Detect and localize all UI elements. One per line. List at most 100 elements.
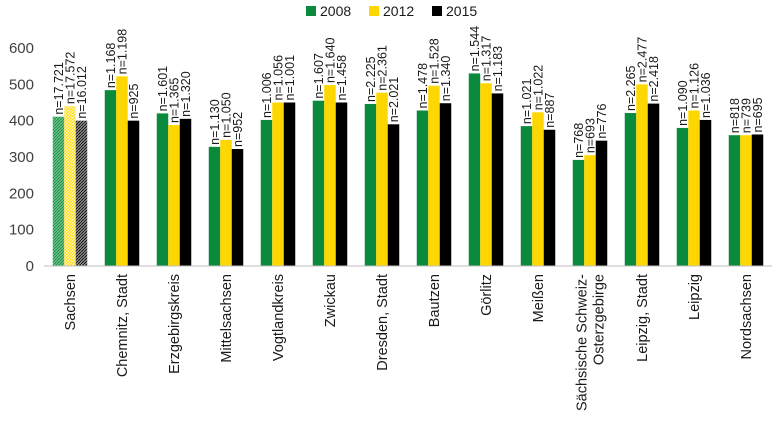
bar-2015 (179, 118, 192, 266)
chart-legend: 2008 2012 2015 (306, 3, 477, 19)
sample-size-label: n=2.477 (636, 37, 650, 83)
sample-size-label: n=1.528 (428, 38, 442, 84)
sample-size-label: n=1.320 (179, 71, 193, 117)
bar-2008 (468, 73, 481, 266)
bar-2015 (699, 119, 712, 266)
sample-size-label: n=17.721 (52, 62, 66, 115)
sample-size-label: n=1.183 (491, 46, 505, 92)
legend-label: 2012 (383, 3, 414, 19)
bar-2012 (324, 85, 336, 266)
x-category-label: Vogtlandkreis (271, 274, 287, 361)
bar-2015 (127, 120, 140, 267)
bar-2012 (168, 125, 180, 266)
sample-size-label: n=1.126 (688, 63, 702, 109)
sample-size-label: n=1.022 (532, 65, 546, 111)
sample-size-label: n=695 (751, 97, 765, 132)
sample-size-label: n=1.090 (676, 80, 690, 126)
x-category-label: Dresden, Stadt (375, 274, 391, 371)
bar-2015 (439, 103, 452, 266)
y-tick-label: 0 (26, 258, 34, 275)
sample-size-label: n=1.056 (272, 55, 286, 101)
x-category-label: Zwickau (323, 274, 339, 327)
sample-size-label: n=1.458 (335, 55, 349, 101)
bar-2008 (572, 159, 585, 266)
y-tick-label: 600 (9, 40, 34, 57)
sample-size-label: n=2.361 (376, 45, 390, 91)
sample-size-label: n=818 (728, 98, 742, 133)
legend-swatch-2015 (432, 6, 442, 16)
bar-2008 (624, 113, 637, 266)
x-category-label: Sächsische Schweiz- (575, 274, 591, 411)
y-tick-label: 500 (9, 76, 34, 93)
bar-2015 (231, 149, 244, 266)
bar-2012 (428, 85, 440, 266)
x-category-label: Sachsen (63, 274, 79, 330)
sample-size-label: n=1.607 (312, 53, 326, 99)
sample-size-label: n=776 (595, 103, 609, 138)
bar-2015 (283, 102, 296, 266)
bar-2008 (416, 110, 429, 266)
sample-size-label: n=739 (740, 98, 754, 133)
bar-2015 (387, 124, 400, 266)
sample-size-label: n=1.036 (699, 72, 713, 118)
x-category-label: Osterzgebirge (592, 274, 608, 365)
sample-size-label: n=768 (572, 123, 586, 158)
x-category-label: Nordsachsen (739, 274, 755, 359)
bar-2008 (156, 113, 169, 267)
bar-2015 (647, 103, 660, 266)
sample-size-label: n=2.021 (387, 77, 401, 123)
legend-swatch-2008 (306, 6, 316, 16)
x-category-label: Erzgebirgskreis (167, 274, 183, 374)
sample-size-label: n=1.317 (480, 36, 494, 82)
bar-2012 (272, 102, 284, 266)
x-category-label: Leipzig, Stadt (635, 274, 651, 362)
y-axis: 0 100 200 300 400 500 600 (9, 40, 34, 275)
bar-2015 (595, 140, 608, 266)
sample-size-label: n=1.001 (283, 55, 297, 101)
y-tick-label: 400 (9, 113, 34, 130)
sample-size-label: n=2.225 (364, 56, 378, 102)
bar-2008 (312, 100, 325, 266)
bar-2008 (208, 146, 221, 266)
y-tick-label: 100 (9, 222, 34, 239)
sample-size-label: n=1.198 (116, 29, 130, 75)
sample-size-label: n=1.168 (104, 43, 118, 89)
sample-size-label: n=1.544 (468, 26, 482, 72)
sample-size-label: n=2.265 (624, 65, 638, 111)
bar-2008 (364, 103, 377, 266)
sample-size-label: n=2.418 (647, 56, 661, 102)
bar-2008 (728, 135, 741, 266)
bar-2008 (104, 90, 117, 266)
bar-2008 (520, 126, 533, 266)
bar-2012 (584, 155, 596, 266)
x-axis: Sachsen Chemnitz, Stadt Erzgebirgskreis Mit… (44, 265, 772, 411)
x-category-label: Chemnitz, Stadt (115, 274, 131, 377)
bar-2012 (740, 135, 752, 266)
bar-2012 (376, 92, 388, 266)
bar-2015 (75, 120, 88, 267)
bar-2012 (220, 139, 232, 266)
bar-2015 (543, 129, 556, 266)
legend-swatch-2012 (369, 6, 379, 16)
x-category-label: Görlitz (479, 274, 495, 316)
bar-2012 (116, 76, 128, 266)
sample-size-label: n=1.021 (520, 79, 534, 125)
bar-2012 (532, 112, 544, 266)
sample-size-label: n=1.340 (439, 56, 453, 102)
bar-2015 (335, 102, 348, 266)
bar-2008 (52, 116, 65, 266)
sample-size-label: n=1.006 (260, 72, 274, 118)
sample-size-label: n=1.601 (156, 66, 170, 112)
x-category-label: Leipzig (687, 274, 703, 320)
x-category-label: Mittelsachsen (219, 274, 235, 363)
sample-size-label: n=1.050 (220, 92, 234, 138)
sample-size-label: n=952 (231, 112, 245, 147)
bar-2008 (676, 127, 689, 266)
sample-size-label: n=1.130 (208, 99, 222, 145)
sample-size-label: n=887 (543, 93, 557, 128)
sample-size-label: n=1.365 (168, 77, 182, 123)
sample-size-label: n=693 (584, 118, 598, 153)
bar-2015 (751, 134, 764, 266)
sample-size-label: n=16.012 (75, 66, 89, 119)
bar-2012 (64, 106, 76, 266)
